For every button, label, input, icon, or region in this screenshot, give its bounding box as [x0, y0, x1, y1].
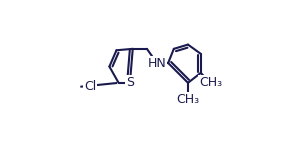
Text: CH₃: CH₃ — [199, 76, 222, 89]
Text: HN: HN — [148, 56, 166, 69]
Text: S: S — [126, 76, 134, 89]
Text: Cl: Cl — [84, 80, 96, 93]
Text: CH₃: CH₃ — [176, 93, 200, 106]
